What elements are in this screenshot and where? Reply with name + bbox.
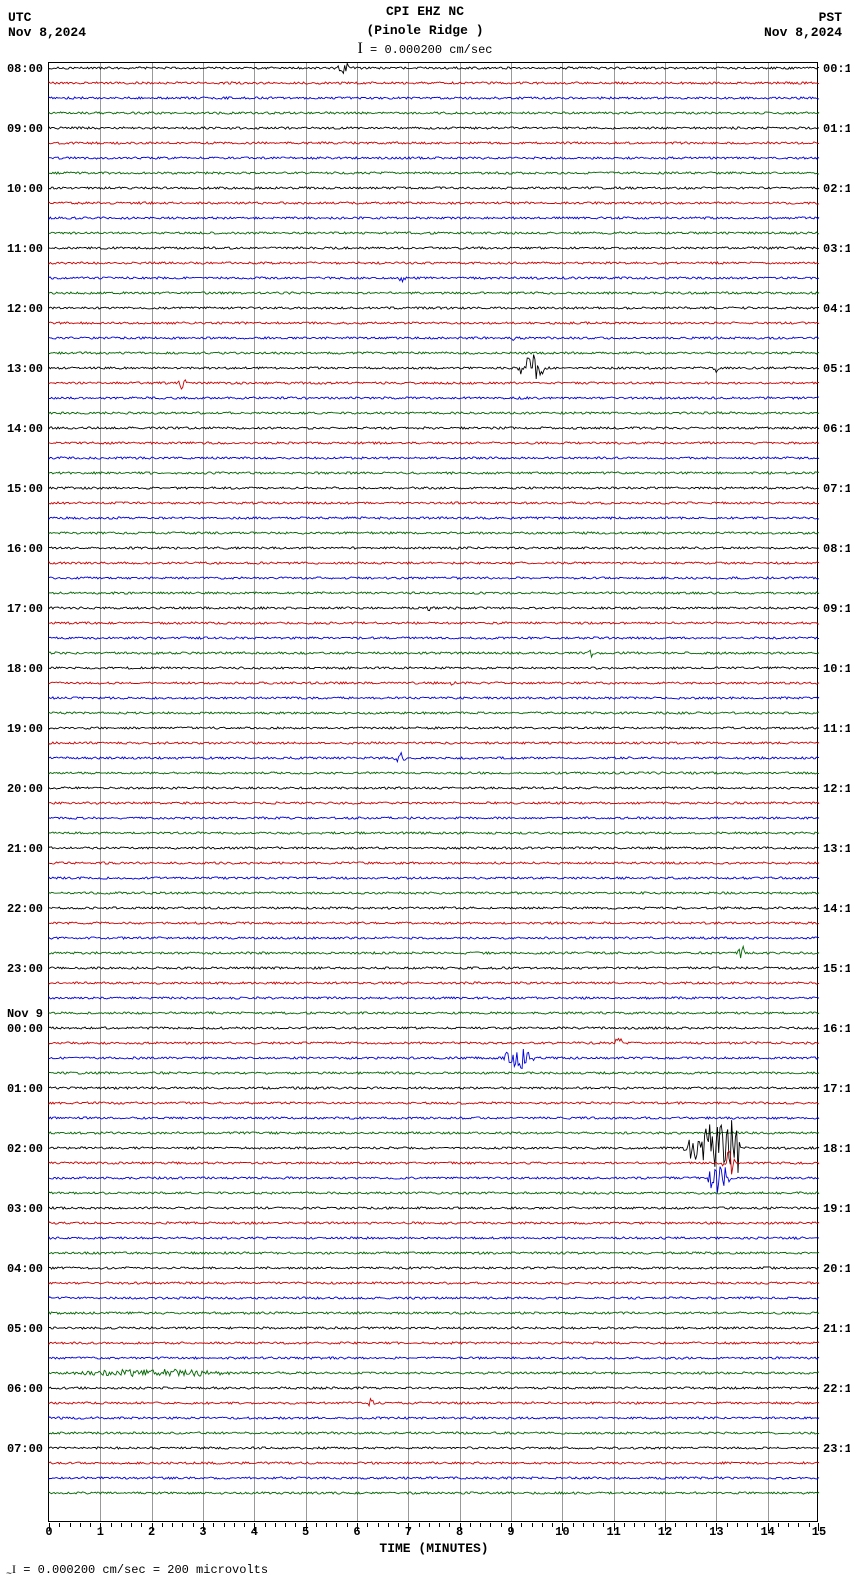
utc-hour-label: 06:00 <box>0 1382 43 1396</box>
pst-hour-label: 10:15 <box>823 662 850 676</box>
x-axis-label: TIME (MINUTES) <box>49 1541 819 1556</box>
pst-hour-label: 15:15 <box>823 962 850 976</box>
seismic-trace <box>49 1453 819 1533</box>
footer-text: = 0.000200 cm/sec = 200 microvolts <box>23 1563 268 1577</box>
pst-hour-label: 00:15 <box>823 62 850 76</box>
utc-hour-label: 07:00 <box>0 1442 43 1456</box>
pst-hour-label: 11:15 <box>823 722 850 736</box>
utc-hour-label: 00:00 <box>0 1022 43 1036</box>
seismogram-container: CPI EHZ NC (Pinole Ridge ) I = 0.000200 … <box>0 0 850 1584</box>
utc-hour-label: 18:00 <box>0 662 43 676</box>
pst-hour-label: 08:15 <box>823 542 850 556</box>
utc-hour-label: 03:00 <box>0 1202 43 1216</box>
utc-hour-label: 11:00 <box>0 242 43 256</box>
right-timezone: PST <box>819 10 842 25</box>
utc-day-label: Nov 9 <box>0 1007 43 1021</box>
pst-hour-label: 09:15 <box>823 602 850 616</box>
utc-hour-label: 13:00 <box>0 362 43 376</box>
pst-hour-label: 04:15 <box>823 302 850 316</box>
pst-hour-label: 20:15 <box>823 1262 850 1276</box>
utc-hour-label: 14:00 <box>0 422 43 436</box>
pst-hour-label: 01:15 <box>823 122 850 136</box>
station-code: CPI EHZ NC <box>0 0 850 19</box>
pst-hour-label: 21:15 <box>823 1322 850 1336</box>
utc-hour-label: 22:00 <box>0 902 43 916</box>
footer-scale: ~I = 0.000200 cm/sec = 200 microvolts <box>6 1562 268 1580</box>
utc-hour-label: 10:00 <box>0 182 43 196</box>
pst-hour-label: 13:15 <box>823 842 850 856</box>
utc-hour-label: 12:00 <box>0 302 43 316</box>
pst-hour-label: 18:15 <box>823 1142 850 1156</box>
utc-hour-label: 17:00 <box>0 602 43 616</box>
utc-hour-label: 20:00 <box>0 782 43 796</box>
pst-hour-label: 23:15 <box>823 1442 850 1456</box>
pst-hour-label: 07:15 <box>823 482 850 496</box>
pst-hour-label: 22:15 <box>823 1382 850 1396</box>
utc-hour-label: 16:00 <box>0 542 43 556</box>
utc-hour-label: 21:00 <box>0 842 43 856</box>
pst-hour-label: 02:15 <box>823 182 850 196</box>
utc-hour-label: 01:00 <box>0 1082 43 1096</box>
utc-hour-label: 23:00 <box>0 962 43 976</box>
utc-hour-label: 05:00 <box>0 1322 43 1336</box>
pst-hour-label: 03:15 <box>823 242 850 256</box>
pst-hour-label: 12:15 <box>823 782 850 796</box>
utc-hour-label: 04:00 <box>0 1262 43 1276</box>
pst-hour-label: 19:15 <box>823 1202 850 1216</box>
pst-hour-label: 14:15 <box>823 902 850 916</box>
utc-hour-label: 15:00 <box>0 482 43 496</box>
seismogram-plot: TIME (MINUTES) 012345678910111213141508:… <box>48 62 818 1522</box>
pst-hour-label: 17:15 <box>823 1082 850 1096</box>
utc-hour-label: 08:00 <box>0 62 43 76</box>
left-timezone: UTC <box>8 10 31 25</box>
utc-hour-label: 02:00 <box>0 1142 43 1156</box>
pst-hour-label: 06:15 <box>823 422 850 436</box>
utc-hour-label: 09:00 <box>0 122 43 136</box>
utc-hour-label: 19:00 <box>0 722 43 736</box>
pst-hour-label: 16:15 <box>823 1022 850 1036</box>
pst-hour-label: 05:15 <box>823 362 850 376</box>
